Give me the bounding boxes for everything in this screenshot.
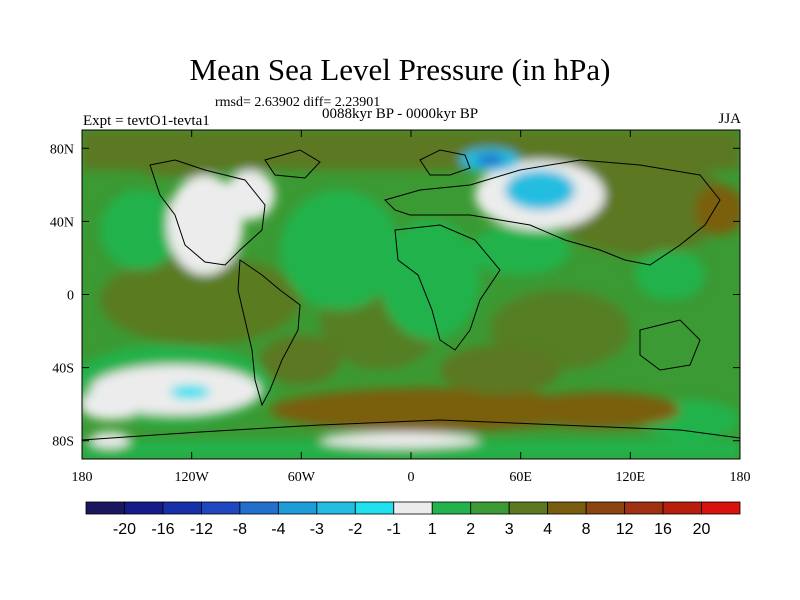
x-axis-ticks: 180 120W 60W 0 60E 120E 180: [72, 130, 751, 485]
colorbar: -20 -16 -12 -8 -4 -3 -2 -1 1 2 3 4 8 12 16 20: [85, 501, 741, 538]
colorbar-label: -1: [387, 521, 401, 538]
colorbar-label: -20: [113, 521, 136, 538]
colorbar-label: 16: [654, 521, 672, 538]
colorbar-box: [508, 501, 549, 515]
colorbar-box: [662, 501, 702, 515]
field-southern-indian: [520, 392, 680, 428]
colorbar-label: 12: [616, 521, 634, 538]
y-tick-label: 80S: [52, 435, 74, 450]
coast-greenland: [264, 149, 321, 179]
colorbar-label: 20: [693, 521, 711, 538]
colorbar-box: [124, 501, 164, 515]
colorbar-label: 3: [505, 521, 514, 538]
x-tick-label: 60E: [509, 470, 532, 485]
field-ne-pacific: [100, 190, 180, 270]
colorbar-label: 1: [428, 521, 437, 538]
field-southern-ocean: [270, 388, 590, 432]
field-na-arctic: [120, 133, 240, 177]
x-tick-label: 60W: [288, 470, 316, 485]
colorbar-label: -4: [271, 521, 285, 538]
coast-scandinavia: [419, 149, 471, 176]
field-barents-core: [476, 154, 504, 166]
colorbar-box: [162, 501, 202, 515]
colorbar-box: [393, 501, 433, 515]
chart-title: Mean Sea Level Pressure (in hPa): [189, 52, 611, 87]
y-axis-ticks: 80N 40N 0 40S 80S: [50, 142, 740, 450]
colorbar-label: -8: [233, 521, 247, 538]
colorbar-label: 4: [543, 521, 552, 538]
colorbar-box: [239, 501, 279, 515]
field-arabia: [470, 225, 570, 275]
field-antarctica: [82, 440, 740, 459]
x-tick-label: 180: [730, 470, 751, 485]
field-siberia-low: [505, 170, 575, 210]
stats-label: rmsd= 2.63902 diff= 2.23901: [215, 95, 381, 110]
colorbar-box: [470, 501, 510, 515]
field-south-america-east: [260, 335, 340, 385]
y-tick-label: 0: [67, 289, 74, 304]
colorbar-box: [277, 501, 318, 515]
period-label: 0088kyr BP - 0000kyr BP: [322, 106, 479, 122]
colorbar-box: [354, 501, 395, 515]
colorbar-box: [547, 501, 587, 515]
x-tick-label: 180: [72, 470, 93, 485]
colorbar-label: -2: [348, 521, 362, 538]
field-tropical-pacific: [100, 255, 300, 345]
colorbar-box: [316, 501, 356, 515]
coast-australia: [639, 319, 701, 371]
field-antarctica-west: [90, 432, 130, 448]
x-tick-label: 0: [408, 470, 415, 485]
colorbar-box: [701, 501, 741, 515]
experiment-label: Expt = tevtO1-tevta1: [83, 113, 210, 129]
y-tick-label: 80N: [50, 142, 74, 157]
colorbar-box: [85, 501, 125, 515]
colorbar-label: -16: [151, 521, 174, 538]
coast-eurasia: [384, 159, 721, 266]
field-south-atlantic: [440, 345, 560, 395]
field-west-pacific: [635, 250, 705, 300]
coast-antarctica: [82, 419, 740, 441]
coast-north-america: [149, 159, 266, 266]
colorbar-label: 8: [582, 521, 591, 538]
pressure-map: [82, 130, 740, 459]
field-africa: [380, 220, 480, 340]
field-labrador: [225, 170, 275, 220]
field-north-america: [167, 175, 243, 275]
coastlines: [82, 149, 740, 441]
colorbar-box: [431, 501, 472, 515]
coast-africa: [394, 224, 501, 351]
coast-south-america: [237, 259, 301, 407]
field-antarctica-coast: [320, 432, 480, 448]
colorbar-box: [624, 501, 664, 515]
colorbar-label: -3: [310, 521, 324, 538]
field-south-pacific-low: [170, 385, 210, 399]
colorbar-box: [585, 501, 625, 515]
y-tick-label: 40S: [52, 362, 74, 377]
field-north-atlantic: [280, 190, 400, 310]
y-tick-label: 40N: [50, 215, 74, 230]
field-south-pacific-west: [82, 390, 140, 420]
x-tick-label: 120W: [175, 470, 210, 485]
colorbar-box: [201, 501, 241, 515]
colorbar-label: -12: [190, 521, 213, 538]
season-label: JJA: [718, 111, 741, 127]
colorbar-label: 2: [466, 521, 475, 538]
x-tick-label: 120E: [616, 470, 646, 485]
